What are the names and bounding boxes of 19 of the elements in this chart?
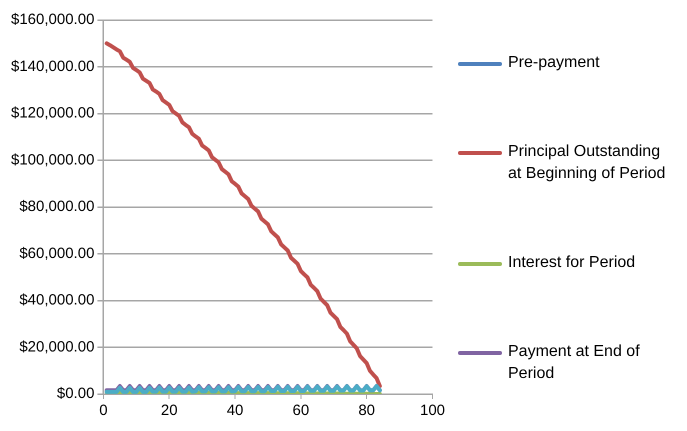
x-tick-label: 80 — [358, 402, 376, 420]
x-tick-label: 100 — [420, 402, 445, 420]
legend-label: Pre-payment — [508, 52, 601, 72]
legend-label: Interest for Period — [508, 252, 636, 272]
y-tick-label: $60,000.00 — [19, 244, 94, 262]
x-tick-label: 40 — [226, 402, 244, 420]
y-tick-label: $20,000.00 — [19, 338, 94, 356]
x-tick-label: 20 — [160, 402, 178, 420]
x-tick-label: 60 — [292, 402, 310, 420]
y-tick-label: $100,000.00 — [10, 151, 94, 168]
y-tick-label: $120,000.00 — [10, 104, 94, 122]
y-tick-label: $80,000.00 — [19, 198, 94, 216]
y-tick-label: $160,000.00 — [10, 11, 94, 28]
legend-label: Principal Outstanding at Beginning of Period — [508, 142, 666, 184]
y-tick-label: $0.00 — [56, 385, 94, 402]
y-tick-label: $140,000.00 — [10, 58, 94, 75]
legend-label: Payment at End of Period — [508, 342, 641, 384]
y-tick-label: $40,000.00 — [19, 292, 94, 309]
x-tick-label: 0 — [99, 402, 108, 420]
